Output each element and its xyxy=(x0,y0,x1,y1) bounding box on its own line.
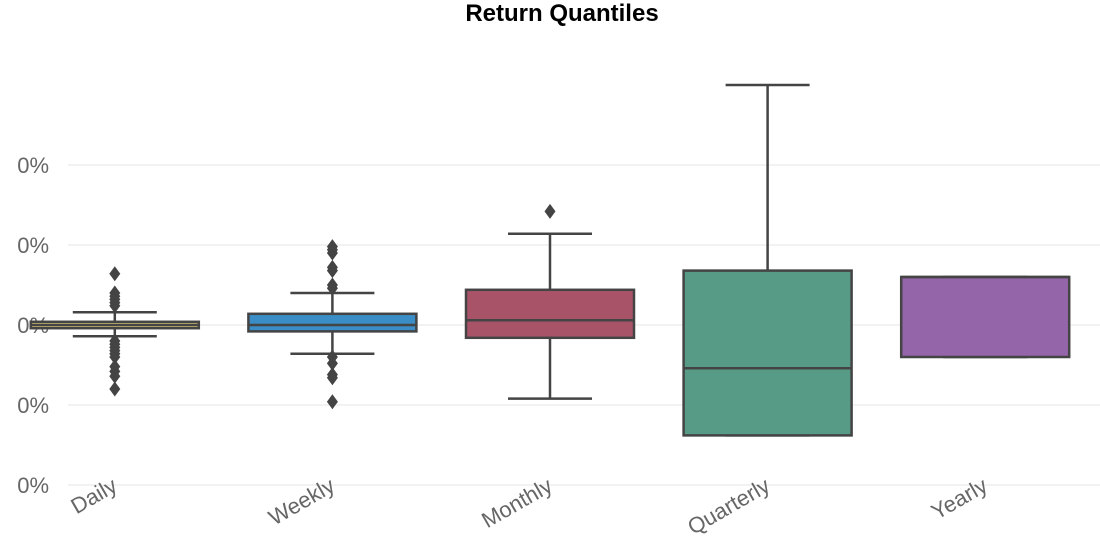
outlier-point xyxy=(109,266,121,282)
chart-title: Return Quantiles xyxy=(465,0,658,27)
box-plots xyxy=(29,83,1071,437)
outlier-point xyxy=(326,355,338,371)
box-body xyxy=(682,269,853,437)
box-quarterly xyxy=(682,83,853,437)
x-tick-label: Daily xyxy=(66,473,121,519)
box-body xyxy=(464,288,636,340)
y-tick-label: 0% xyxy=(17,393,49,418)
x-tick-label: Weekly xyxy=(264,473,339,531)
y-tick-label: 0% xyxy=(17,153,49,178)
x-tick-label: Quarterly xyxy=(683,473,774,540)
outlier-point xyxy=(109,381,121,397)
outlier-point xyxy=(109,349,121,365)
outlier-point xyxy=(326,280,338,296)
x-axis-ticks: Daily Weekly Monthly Quarterly Yearly xyxy=(66,473,991,540)
y-tick-label: 0% xyxy=(17,233,49,258)
outlier-point xyxy=(326,394,338,410)
box-daily xyxy=(29,266,201,397)
outlier-point xyxy=(326,245,338,261)
x-tick-label: Monthly xyxy=(477,473,556,533)
box-body xyxy=(899,275,1071,359)
y-tick-label: 0% xyxy=(17,473,49,498)
box-monthly xyxy=(464,203,636,400)
outlier-point xyxy=(326,370,338,386)
outlier-point xyxy=(544,203,556,219)
x-tick-label: Yearly xyxy=(927,473,992,525)
box-weekly xyxy=(247,239,418,410)
outlier-point xyxy=(109,368,121,384)
outlier-point xyxy=(109,298,121,314)
outlier-point xyxy=(326,263,338,279)
box-body xyxy=(247,312,418,333)
box-yearly xyxy=(899,275,1071,359)
